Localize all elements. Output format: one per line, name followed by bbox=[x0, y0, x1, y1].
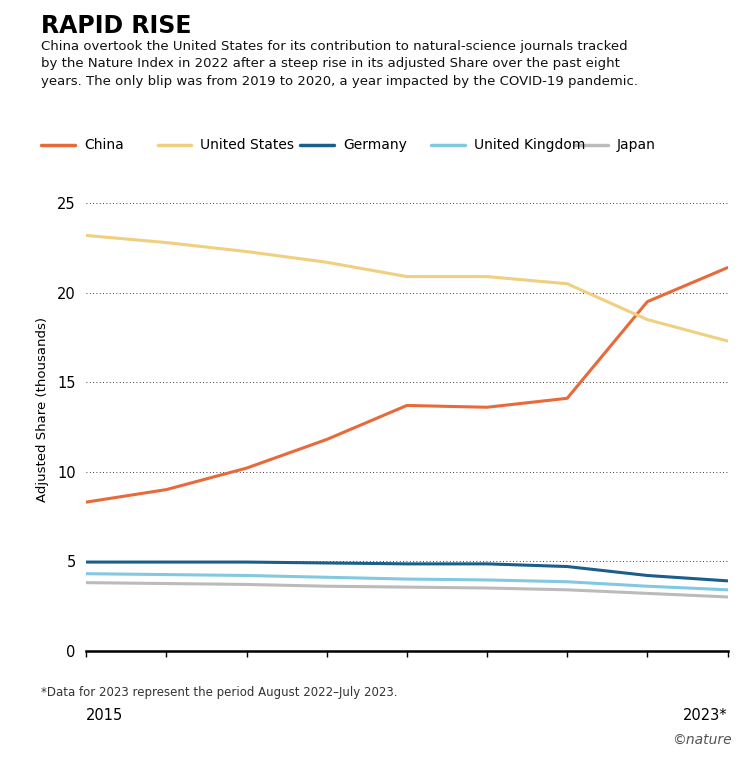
Y-axis label: Adjusted Share (thousands): Adjusted Share (thousands) bbox=[36, 317, 49, 501]
Text: RAPID RISE: RAPID RISE bbox=[41, 14, 192, 38]
Text: United States: United States bbox=[200, 138, 294, 151]
Text: 2023*: 2023* bbox=[682, 708, 728, 723]
Text: China: China bbox=[84, 138, 124, 151]
Text: Germany: Germany bbox=[343, 138, 406, 151]
Text: 2015: 2015 bbox=[86, 708, 124, 723]
Text: ©nature: ©nature bbox=[672, 734, 731, 747]
Text: *Data for 2023 represent the period August 2022–July 2023.: *Data for 2023 represent the period Augu… bbox=[41, 686, 398, 699]
Text: United Kingdom: United Kingdom bbox=[474, 138, 585, 151]
Text: China overtook the United States for its contribution to natural-science journal: China overtook the United States for its… bbox=[41, 40, 638, 88]
Text: Japan: Japan bbox=[616, 138, 656, 151]
